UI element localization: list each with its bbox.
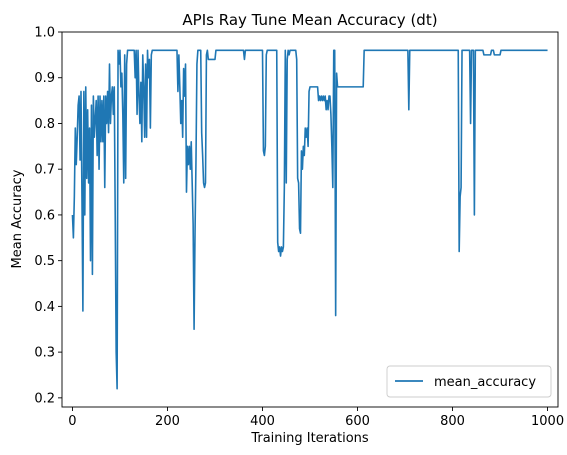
y-tick-label: 0.7 (34, 163, 55, 178)
x-tick-label: 0 (68, 414, 76, 429)
y-tick-label: 0.3 (34, 346, 55, 361)
x-axis-ticks: 0 200 400 600 800 1000 (68, 407, 564, 429)
y-axis-label: Mean Accuracy (10, 169, 25, 268)
plot-frame (61, 31, 559, 408)
y-tick-label: 0.9 (34, 71, 55, 86)
x-tick-label: 600 (345, 414, 370, 429)
legend-entry-mean-accuracy: mean_accuracy (434, 375, 536, 390)
y-axis-ticks: 0.2 0.3 0.4 0.5 0.6 0.7 0.8 0.9 1.0 (34, 26, 62, 406)
x-tick-label: 800 (440, 414, 465, 429)
y-tick-label: 0.8 (34, 117, 55, 132)
series-line-mean-accuracy (71, 49, 548, 390)
x-axis-label: Training Iterations (250, 431, 369, 446)
chart-title: APIs Ray Tune Mean Accuracy (dt) (182, 11, 437, 29)
y-tick-label: 0.6 (34, 208, 55, 223)
legend: mean_accuracy (386, 365, 552, 398)
x-tick-label: 200 (155, 414, 180, 429)
x-tick-label: 400 (250, 414, 275, 429)
legend-box (386, 365, 552, 398)
y-tick-label: 1.0 (34, 26, 55, 41)
x-tick-label: 1000 (531, 414, 564, 429)
y-tick-label: 0.4 (34, 300, 55, 315)
y-tick-label: 0.2 (34, 391, 55, 406)
series-layer (71, 49, 548, 390)
y-tick-label: 0.5 (34, 254, 55, 269)
